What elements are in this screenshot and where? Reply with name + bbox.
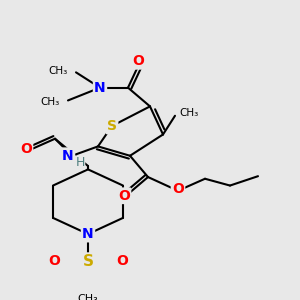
Text: H: H [75,156,85,169]
Text: CH₃: CH₃ [41,97,60,107]
Text: N: N [94,81,106,95]
Text: CH₃: CH₃ [179,108,198,118]
Text: S: S [107,119,117,133]
Text: O: O [132,54,144,68]
Text: O: O [118,189,130,203]
Text: CH₃: CH₃ [49,66,68,76]
Text: S: S [82,254,94,269]
Text: CH₃: CH₃ [78,294,98,300]
Text: N: N [62,149,74,163]
Text: O: O [20,142,32,156]
Text: N: N [82,227,94,241]
Text: O: O [116,254,128,268]
Text: O: O [172,182,184,196]
Text: O: O [48,254,60,268]
